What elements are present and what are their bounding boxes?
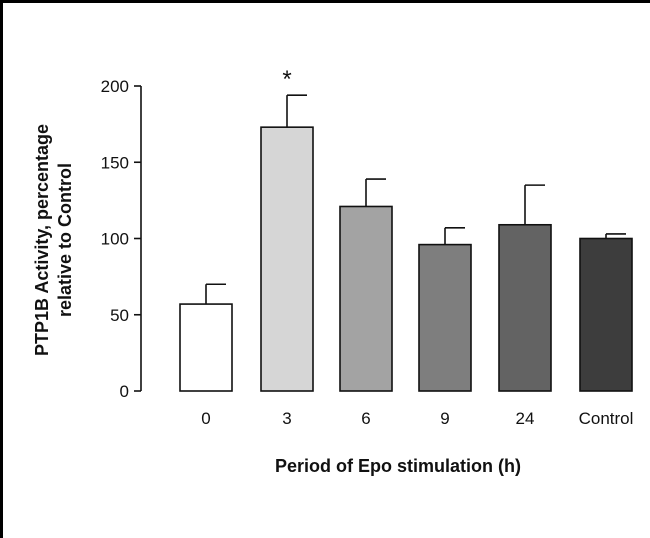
bar-0 [179,303,233,392]
x-tick-label: 24 [516,409,535,428]
bars [179,94,633,392]
x-tick-label: 0 [201,409,210,428]
x-tick-label: 3 [282,409,291,428]
bar-3 [260,126,314,392]
y-axis-title-line-1: PTP1B Activity, percentage [32,124,52,356]
bar-control [579,237,633,392]
bar-24 [498,223,552,392]
significance-star: * [282,66,291,93]
x-tick-label: Control [579,409,634,428]
y-tick-label: 150 [101,153,129,172]
bar-9 [418,243,472,392]
x-tick-label: 9 [440,409,449,428]
x-tick-label: 6 [361,409,370,428]
annotations: * [282,66,291,93]
y-axis-title-line-2: relative to Control [55,163,75,317]
x-axis: 0 3 6 9 24 Control [201,409,633,428]
y-tick-label: 50 [110,306,129,325]
y-axis: 0 50 100 150 200 [101,77,142,401]
y-tick-label: 200 [101,77,129,96]
bar-6 [339,205,393,392]
x-axis-title: Period of Epo stimulation (h) [275,456,521,476]
y-tick-label: 0 [120,382,129,401]
y-tick-label: 100 [101,230,129,249]
